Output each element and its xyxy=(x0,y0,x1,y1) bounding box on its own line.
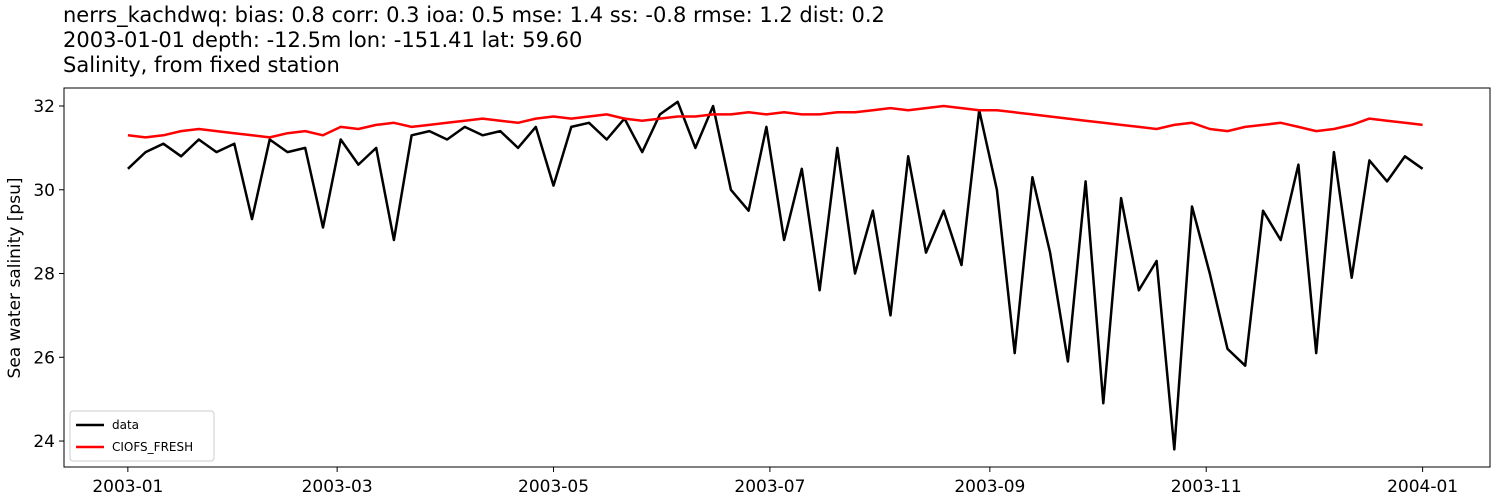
x-tick-label: 2003-05 xyxy=(518,477,589,497)
y-tick-label: 26 xyxy=(33,348,55,368)
x-tick-label: 2003-07 xyxy=(734,477,805,497)
data-line xyxy=(127,100,1424,451)
x-tick-label: 2004-01 xyxy=(1387,477,1458,497)
axes-frame xyxy=(63,87,1491,468)
chart-title: 2003-01-01 depth: -12.5m lon: -151.41 la… xyxy=(63,28,582,52)
y-tick-label: 32 xyxy=(33,97,55,117)
x-tick-label: 2003-01 xyxy=(92,477,163,497)
legend-box xyxy=(69,410,215,462)
x-tick-label: 2003-09 xyxy=(954,477,1025,497)
legend-label: CIOFS_FRESH xyxy=(112,440,193,454)
y-tick-label: 24 xyxy=(33,432,55,452)
x-tick-label: 2003-03 xyxy=(302,477,373,497)
data-line xyxy=(127,104,1423,139)
y-axis-label: Sea water salinity [psu] xyxy=(5,178,25,379)
chart-title: Salinity, from fixed station xyxy=(63,53,340,77)
x-tick-label: 2003-11 xyxy=(1171,477,1242,497)
y-tick-label: 30 xyxy=(33,181,55,201)
chart-title: nerrs_kachdwq: bias: 0.8 corr: 0.3 ioa: … xyxy=(63,3,885,28)
y-tick-label: 28 xyxy=(33,265,55,285)
legend-label: data xyxy=(112,418,139,432)
